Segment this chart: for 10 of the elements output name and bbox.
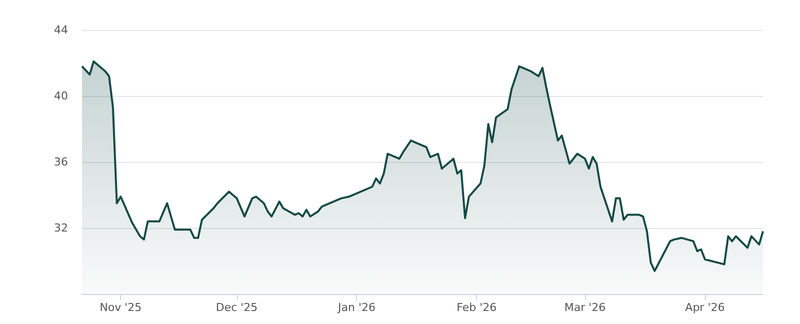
x-tick-label: Dec '25: [216, 301, 258, 314]
x-tick-label: Feb '26: [456, 301, 497, 314]
y-tick-label: 40: [54, 90, 68, 102]
x-tick-label: Nov '25: [100, 301, 142, 314]
x-tick-label: Apr '26: [685, 301, 725, 314]
y-tick-label: 32: [54, 222, 68, 234]
x-tick-label: Jan '26: [336, 301, 376, 314]
y-tick-label: 36: [54, 156, 68, 168]
y-tick-label: 44: [54, 24, 68, 36]
x-tick-label: Mar '26: [564, 301, 606, 314]
